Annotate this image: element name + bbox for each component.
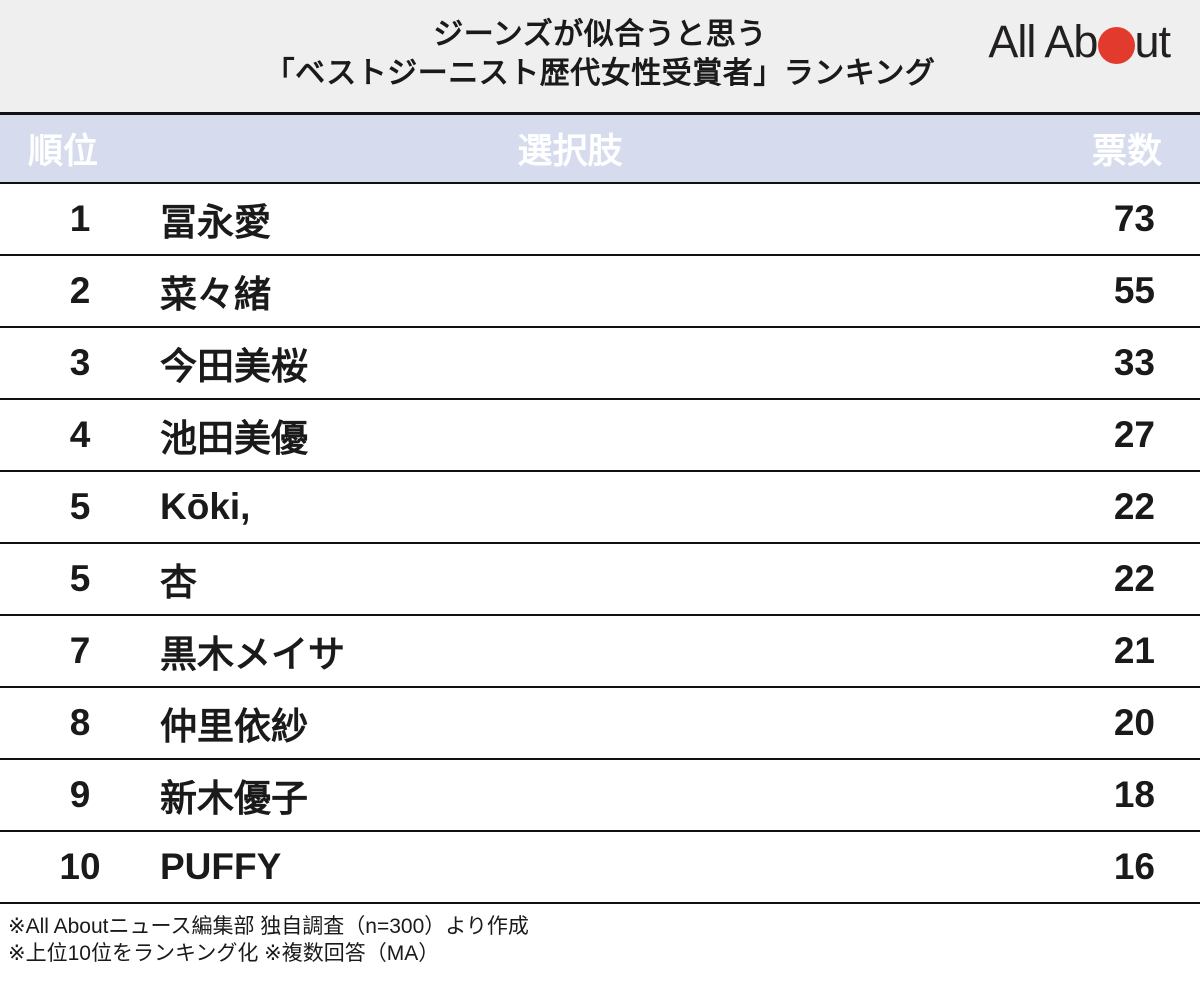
votes-cell: 27 (1113, 414, 1155, 455)
name-cell: 冨永愛 (160, 202, 271, 243)
rank-cell: 2 (69, 270, 91, 311)
column-header-rank: 順位 (28, 132, 99, 171)
table-row: 7 黒木メイサ 21 (0, 616, 1200, 688)
name-cell: 新木優子 (160, 778, 308, 819)
votes-cell: 18 (1113, 774, 1155, 815)
rank-cell: 7 (69, 630, 91, 671)
votes-cell: 22 (1113, 486, 1155, 527)
name-cell: 杏 (160, 562, 197, 603)
logo-text-before: All Ab (988, 16, 1098, 67)
votes-cell: 21 (1113, 630, 1155, 671)
name-cell: PUFFY (160, 846, 282, 887)
table-row: 8 仲里依紗 20 (0, 688, 1200, 760)
rank-cell: 5 (69, 558, 91, 599)
votes-cell: 22 (1113, 558, 1155, 599)
votes-cell: 16 (1113, 846, 1155, 887)
table-header-row: 順位 選択肢 票数 (0, 112, 1200, 184)
votes-cell: 33 (1113, 342, 1155, 383)
title-line-1: ジーンズが似合うと思う (433, 18, 767, 51)
table-row: 1 冨永愛 73 (0, 184, 1200, 256)
name-cell: 仲里依紗 (160, 706, 308, 747)
votes-cell: 73 (1113, 198, 1155, 239)
table-row: 3 今田美桜 33 (0, 328, 1200, 400)
allabout-logo: All Ab ut (988, 16, 1171, 68)
rank-cell: 4 (69, 414, 91, 455)
rank-cell: 3 (69, 342, 91, 383)
rank-cell: 10 (59, 846, 101, 887)
page-title: ジーンズが似合うと思う 「ベストジーニスト歴代女性受賞者」ランキング (0, 0, 1200, 93)
name-cell: 今田美桜 (160, 346, 308, 387)
table-row: 9 新木優子 18 (0, 760, 1200, 832)
footnote-method: ※上位10位をランキング化 ※複数回答（MA） (8, 942, 440, 965)
name-cell: 池田美優 (160, 418, 308, 459)
table-row: 5 Kōki, 22 (0, 472, 1200, 544)
votes-cell: 20 (1113, 702, 1155, 743)
table-row: 10 PUFFY 16 (0, 832, 1200, 904)
rank-cell: 1 (69, 198, 91, 239)
table-row: 4 池田美優 27 (0, 400, 1200, 472)
footnotes: ※All Aboutニュース編集部 独自調査（n=300）より作成 ※上位10位… (0, 904, 1200, 982)
rank-cell: 8 (69, 702, 91, 743)
rank-cell: 5 (69, 486, 91, 527)
logo-text-after: ut (1134, 16, 1171, 67)
votes-cell: 55 (1113, 270, 1155, 311)
column-header-choice: 選択肢 (517, 132, 623, 171)
title-bar: ジーンズが似合うと思う 「ベストジーニスト歴代女性受賞者」ランキング All A… (0, 0, 1200, 112)
table-row: 5 杏 22 (0, 544, 1200, 616)
name-cell: 菜々緒 (160, 274, 271, 315)
logo-red-dot-icon (1098, 26, 1136, 64)
title-line-2: 「ベストジーニスト歴代女性受賞者」ランキング (264, 57, 936, 90)
rank-cell: 9 (69, 774, 91, 815)
name-cell: Kōki, (160, 486, 251, 527)
column-header-votes: 票数 (1091, 132, 1162, 171)
name-cell: 黒木メイサ (160, 634, 345, 675)
table-row: 2 菜々緒 55 (0, 256, 1200, 328)
footnote-source: ※All Aboutニュース編集部 独自調査（n=300）より作成 (8, 915, 529, 938)
